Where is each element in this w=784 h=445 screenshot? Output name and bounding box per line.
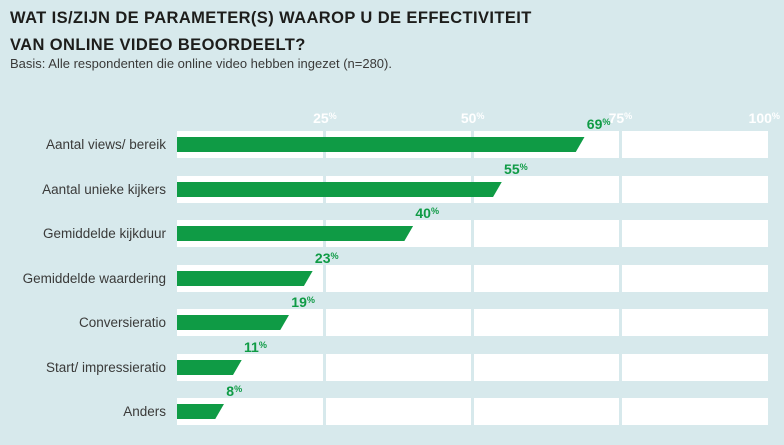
x-axis-tick-75: 75% xyxy=(609,110,633,126)
value-label: 8% xyxy=(226,383,242,399)
category-label: Gemiddelde waardering xyxy=(22,271,166,286)
value-number: 40 xyxy=(415,205,431,221)
category-label: Aantal views/ bereik xyxy=(45,137,166,152)
x-axis-tick-value: 50 xyxy=(460,110,477,126)
value-number: 8 xyxy=(226,383,235,399)
gridline-50 xyxy=(471,131,474,425)
value-label: 11% xyxy=(244,339,267,355)
value-number: 19 xyxy=(291,294,307,310)
percent-sign: % xyxy=(476,111,485,122)
x-axis-tick-value: 100 xyxy=(748,110,772,126)
value-number: 23 xyxy=(314,250,331,266)
percent-sign: % xyxy=(519,162,528,173)
value-label: 19% xyxy=(291,294,315,310)
x-axis-tick-25: 25% xyxy=(313,110,337,126)
value-label: 69% xyxy=(587,116,611,132)
percent-sign: % xyxy=(328,111,337,122)
x-axis-tick-100: 100% xyxy=(749,110,780,126)
percent-sign: % xyxy=(330,251,339,262)
gridline-25 xyxy=(323,131,327,425)
bar xyxy=(177,182,502,198)
category-label: Anders xyxy=(123,404,166,419)
value-label: 55% xyxy=(504,161,528,177)
category-label: Start/ impressieratio xyxy=(45,360,166,375)
percent-sign: % xyxy=(771,111,780,122)
percent-sign: % xyxy=(602,117,611,128)
chart-title-line2: VAN ONLINE VIDEO BEOORDEELT? xyxy=(10,36,306,54)
chart-title-line1: WAT IS/ZIJN DE PARAMETER(S) WAAROP U DE … xyxy=(10,9,532,27)
plot-area: 25% 50% 75% 100% Aantal views/ bereik 69% Aan… xyxy=(23,110,780,425)
bar-row: Aantal views/ bereik 69% xyxy=(46,116,768,158)
category-label: Gemiddelde kijkduur xyxy=(42,226,166,241)
category-label: Aantal unieke kijkers xyxy=(42,182,166,197)
percent-sign: % xyxy=(258,340,267,351)
bar xyxy=(177,271,313,287)
value-label: 40% xyxy=(415,205,439,221)
value-number: 55 xyxy=(504,161,520,177)
value-number: 69 xyxy=(586,116,603,132)
x-axis-tick-value: 25 xyxy=(313,110,329,126)
x-axis-tick-value: 75 xyxy=(608,110,625,126)
bar xyxy=(177,137,585,153)
gridline-75 xyxy=(618,131,622,425)
percent-sign: % xyxy=(624,111,633,122)
percent-sign: % xyxy=(306,295,315,306)
bar xyxy=(177,226,413,242)
value-label: 23% xyxy=(315,250,339,266)
x-axis-tick-50: 50% xyxy=(461,110,485,126)
percent-sign: % xyxy=(234,384,243,395)
bar xyxy=(177,404,224,420)
bar xyxy=(177,360,242,376)
bar xyxy=(177,315,289,331)
chart-title: WAT IS/ZIJN DE PARAMETER(S) WAAROP U DE … xyxy=(10,5,532,59)
x-axis: 25% 50% 75% 100% xyxy=(177,95,780,129)
percent-sign: % xyxy=(430,206,440,217)
category-label: Conversieratio xyxy=(78,315,166,330)
chart-subtitle: Basis: Alle respondenten die online vide… xyxy=(10,56,392,71)
value-number: 11 xyxy=(244,339,259,355)
